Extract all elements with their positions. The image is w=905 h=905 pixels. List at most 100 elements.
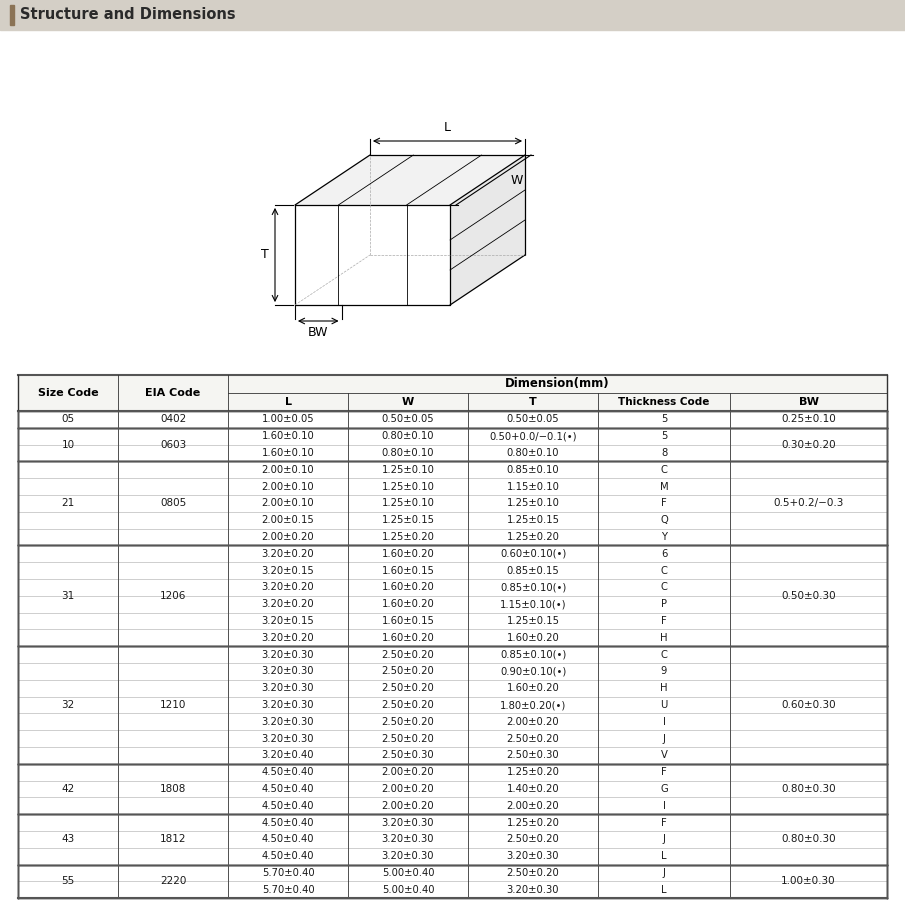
- Text: L: L: [284, 397, 291, 407]
- Text: 1.00±0.30: 1.00±0.30: [781, 876, 836, 886]
- Text: 1.25±0.20: 1.25±0.20: [382, 532, 434, 542]
- Polygon shape: [450, 155, 525, 305]
- Text: 3.20±0.30: 3.20±0.30: [382, 852, 434, 862]
- Text: 0.80±0.10: 0.80±0.10: [382, 448, 434, 458]
- Text: Dimension(mm): Dimension(mm): [505, 377, 610, 390]
- Text: 1.60±0.15: 1.60±0.15: [382, 566, 434, 576]
- Text: 3.20±0.40: 3.20±0.40: [262, 750, 314, 760]
- Text: 2.50±0.20: 2.50±0.20: [382, 700, 434, 710]
- Bar: [18, 646, 228, 764]
- Text: J: J: [662, 868, 665, 878]
- Text: H: H: [661, 683, 668, 693]
- Text: 1.60±0.20: 1.60±0.20: [507, 683, 559, 693]
- Text: 0.80±0.30: 0.80±0.30: [781, 834, 836, 844]
- Text: 3.20±0.15: 3.20±0.15: [262, 566, 314, 576]
- Text: 1210: 1210: [160, 700, 186, 710]
- Bar: [18, 864, 228, 898]
- Text: 1.25±0.10: 1.25±0.10: [382, 499, 434, 509]
- Text: F: F: [662, 499, 667, 509]
- Text: 5.00±0.40: 5.00±0.40: [382, 868, 434, 878]
- Text: 8: 8: [661, 448, 667, 458]
- Text: Thickness Code: Thickness Code: [618, 397, 710, 407]
- Text: 1.60±0.10: 1.60±0.10: [262, 431, 314, 442]
- Text: 0.85±0.10(•): 0.85±0.10(•): [500, 583, 567, 593]
- Text: 0.30±0.20: 0.30±0.20: [781, 440, 836, 450]
- Text: F: F: [662, 817, 667, 827]
- Text: 0.50+0.0/−0.1(•): 0.50+0.0/−0.1(•): [490, 431, 576, 442]
- Text: 2.50±0.30: 2.50±0.30: [507, 750, 559, 760]
- Text: 2.50±0.20: 2.50±0.20: [382, 683, 434, 693]
- Text: 1.25±0.10: 1.25±0.10: [382, 465, 434, 475]
- Text: Size Code: Size Code: [38, 388, 99, 398]
- Text: 4.50±0.40: 4.50±0.40: [262, 784, 314, 794]
- Text: C: C: [661, 650, 668, 660]
- Text: P: P: [661, 599, 667, 609]
- Bar: [730, 546, 887, 646]
- Text: 4.50±0.40: 4.50±0.40: [262, 834, 314, 844]
- Text: 0402: 0402: [160, 414, 186, 424]
- Text: 3.20±0.20: 3.20±0.20: [262, 599, 314, 609]
- Text: U: U: [661, 700, 668, 710]
- Text: 3.20±0.30: 3.20±0.30: [382, 834, 434, 844]
- Text: 5.70±0.40: 5.70±0.40: [262, 868, 314, 878]
- Text: 0603: 0603: [160, 440, 186, 450]
- Text: BW: BW: [308, 326, 329, 339]
- Text: 1.60±0.15: 1.60±0.15: [382, 616, 434, 626]
- Text: M: M: [660, 481, 668, 491]
- Text: I: I: [662, 717, 665, 727]
- Text: 0.60±0.10(•): 0.60±0.10(•): [500, 548, 567, 558]
- Text: 3.20±0.20: 3.20±0.20: [262, 548, 314, 558]
- Bar: [730, 646, 887, 764]
- Text: 3.20±0.20: 3.20±0.20: [262, 583, 314, 593]
- Text: W: W: [510, 174, 523, 186]
- Text: 2.50±0.20: 2.50±0.20: [507, 834, 559, 844]
- Text: 0.80±0.10: 0.80±0.10: [507, 448, 559, 458]
- Text: 3.20±0.30: 3.20±0.30: [262, 734, 314, 744]
- Text: 42: 42: [62, 784, 74, 794]
- Text: 55: 55: [62, 876, 74, 886]
- Text: 1.15±0.10(•): 1.15±0.10(•): [500, 599, 567, 609]
- Text: BW: BW: [798, 397, 818, 407]
- Text: 2.50±0.20: 2.50±0.20: [507, 868, 559, 878]
- Text: 43: 43: [62, 834, 74, 844]
- Text: 1.60±0.20: 1.60±0.20: [382, 633, 434, 643]
- Text: 1.25±0.15: 1.25±0.15: [382, 515, 434, 525]
- Text: 0.5+0.2/−0.3: 0.5+0.2/−0.3: [773, 499, 843, 509]
- Text: L: L: [662, 885, 667, 895]
- Text: 1812: 1812: [160, 834, 186, 844]
- Text: V: V: [661, 750, 668, 760]
- Bar: [730, 428, 887, 462]
- Text: 1.40±0.20: 1.40±0.20: [507, 784, 559, 794]
- Text: 2.50±0.20: 2.50±0.20: [507, 734, 559, 744]
- Text: 0.25±0.10: 0.25±0.10: [781, 414, 836, 424]
- Text: 3.20±0.15: 3.20±0.15: [262, 616, 314, 626]
- Text: 2.00±0.20: 2.00±0.20: [382, 767, 434, 777]
- Text: W: W: [402, 397, 414, 407]
- Text: F: F: [662, 616, 667, 626]
- Text: 2.50±0.20: 2.50±0.20: [382, 717, 434, 727]
- Bar: [730, 764, 887, 814]
- Text: 1808: 1808: [160, 784, 186, 794]
- Text: 05: 05: [62, 414, 74, 424]
- Text: H: H: [661, 633, 668, 643]
- Text: 4.50±0.40: 4.50±0.40: [262, 801, 314, 811]
- Text: 2.00±0.10: 2.00±0.10: [262, 481, 314, 491]
- Text: Y: Y: [661, 532, 667, 542]
- Text: 5.70±0.40: 5.70±0.40: [262, 885, 314, 895]
- Text: 1.25±0.20: 1.25±0.20: [507, 767, 559, 777]
- Text: 5: 5: [661, 414, 667, 424]
- Bar: [18, 546, 228, 646]
- Text: 2.00±0.20: 2.00±0.20: [262, 532, 314, 542]
- Text: 2.00±0.20: 2.00±0.20: [382, 801, 434, 811]
- Text: 2220: 2220: [160, 876, 186, 886]
- Text: 1.60±0.10: 1.60±0.10: [262, 448, 314, 458]
- Text: 1.25±0.15: 1.25±0.15: [507, 515, 559, 525]
- Text: 0.80±0.10: 0.80±0.10: [382, 431, 434, 442]
- Text: 0.50±0.05: 0.50±0.05: [507, 414, 559, 424]
- Text: 3.20±0.30: 3.20±0.30: [262, 700, 314, 710]
- Text: 2.00±0.20: 2.00±0.20: [507, 717, 559, 727]
- Bar: [730, 814, 887, 864]
- Polygon shape: [295, 155, 525, 205]
- Text: 4.50±0.40: 4.50±0.40: [262, 852, 314, 862]
- Text: 32: 32: [62, 700, 74, 710]
